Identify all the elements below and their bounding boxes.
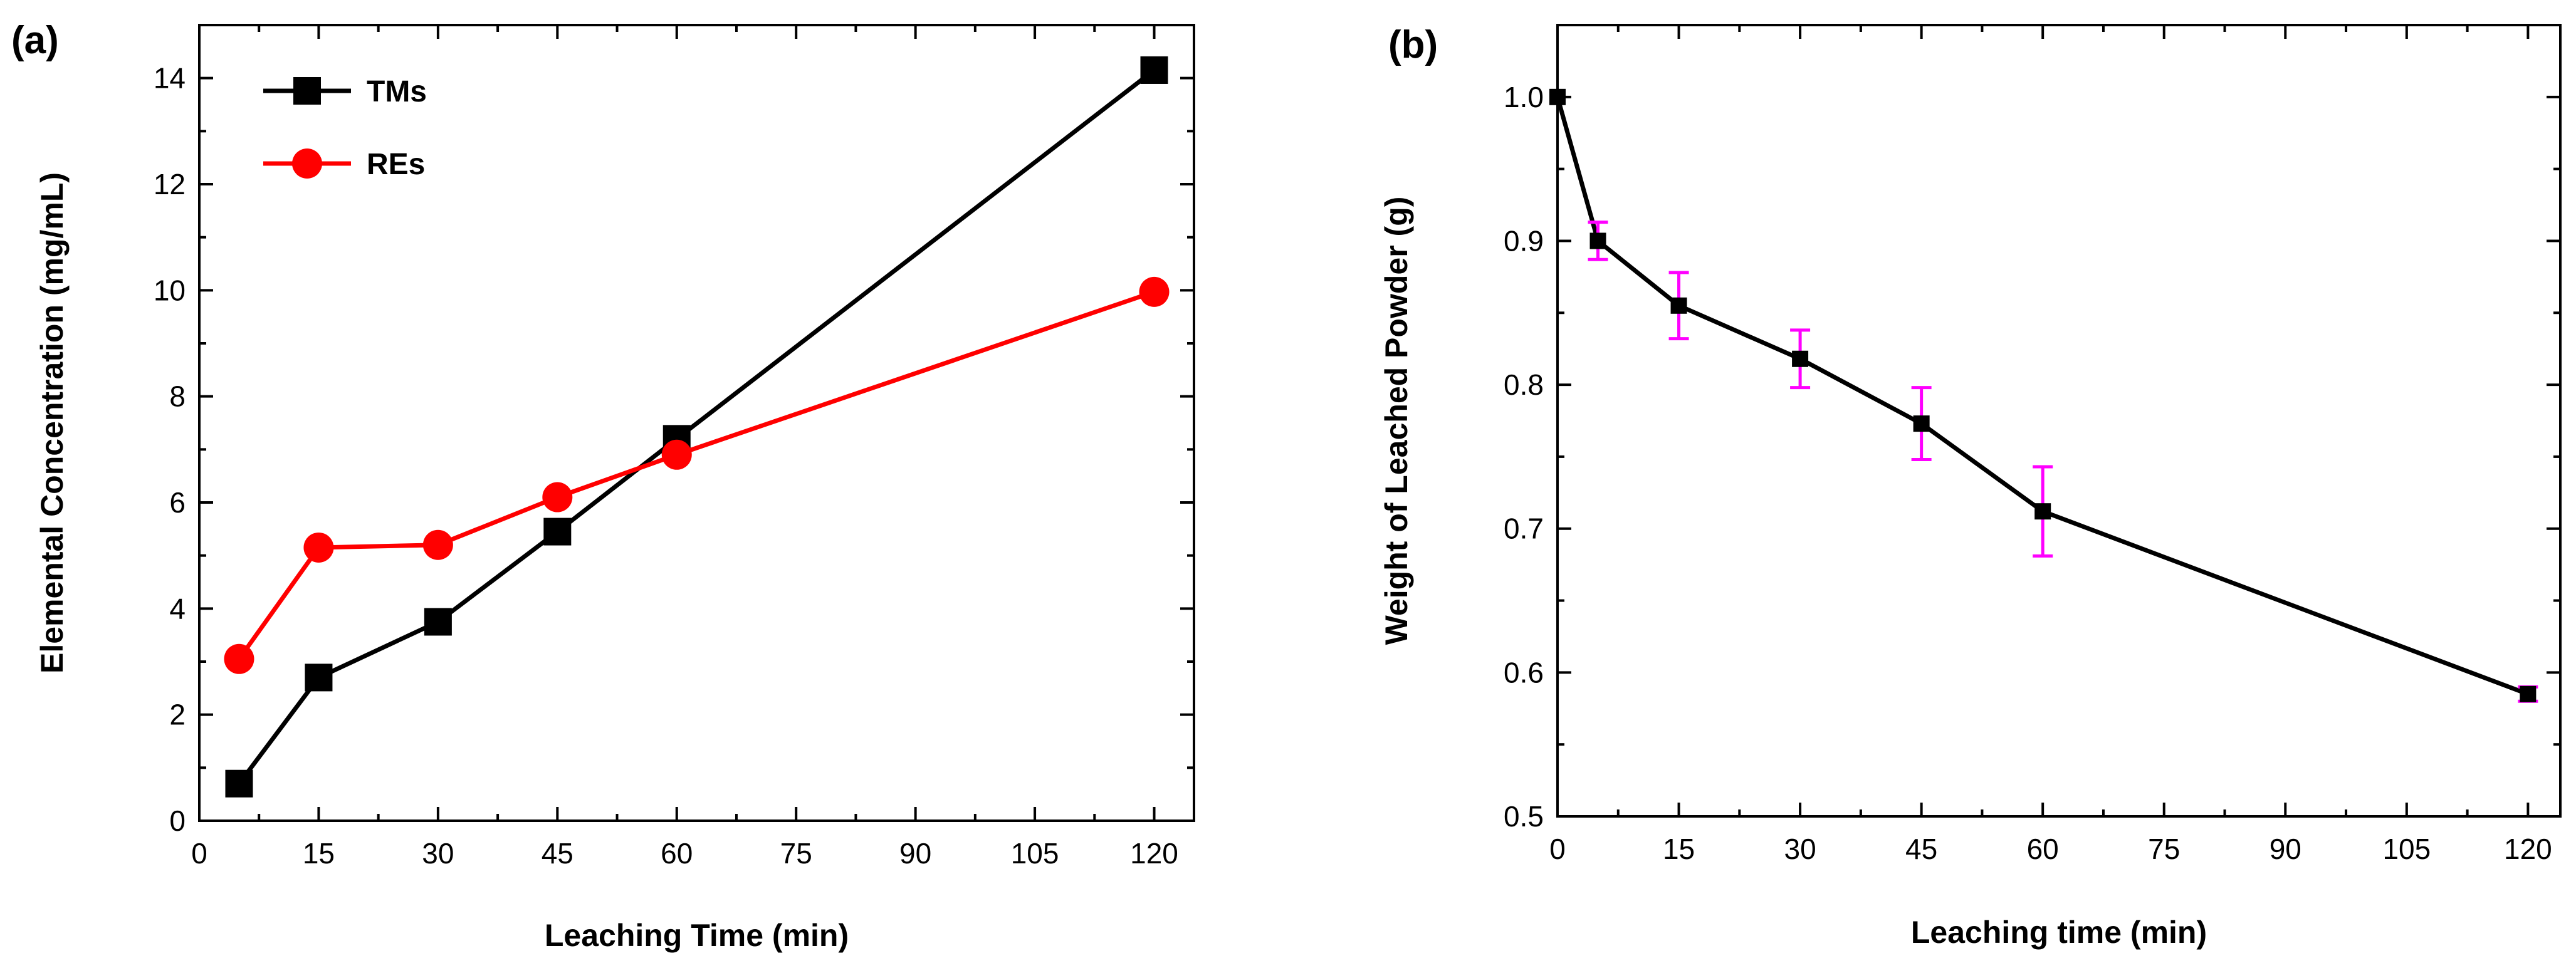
panel-b-chart: (b) 0 15 30 45 60 75 90 105 120 0.5 0.6 0.7 0.8 0.9 1.…	[1379, 23, 2562, 950]
data-point-res	[661, 439, 692, 470]
series-line-tms	[237, 68, 1156, 785]
x-tick-label: 90	[2270, 833, 2301, 865]
data-point-res	[303, 532, 334, 563]
y-tick-label: 0.6	[1504, 656, 1544, 689]
data-point-tms	[225, 769, 253, 798]
x-tick-label: 105	[2382, 833, 2431, 865]
x-tick-label: 45	[542, 837, 573, 870]
x-tick-label: 120	[2504, 833, 2552, 865]
data-point-weight	[1913, 415, 1930, 432]
y-tick-label: 6	[169, 486, 186, 519]
x-tick-label: 45	[1905, 833, 1937, 865]
data-point-weight	[1792, 350, 1809, 367]
data-point-res	[542, 482, 573, 513]
x-tick-label: 0	[191, 837, 207, 870]
y-tick-label: 0	[169, 804, 186, 837]
data-point-res	[224, 643, 254, 674]
legend-marker-res	[292, 148, 322, 179]
x-tick-label: 15	[1663, 833, 1695, 865]
data-point-tms	[305, 663, 333, 692]
plot-frame	[198, 24, 1195, 822]
legend-label-res: REs	[367, 148, 425, 181]
y-tick-label: 0.9	[1504, 224, 1544, 257]
panel-b-label: (b)	[1388, 23, 1438, 66]
y-tick-label: 14	[154, 62, 186, 95]
data-point-weight	[1670, 297, 1687, 314]
y-tick-label: 2	[169, 699, 186, 731]
x-tick-label: 105	[1011, 837, 1059, 870]
y-tick-label: 0.8	[1504, 368, 1544, 401]
data-point-weight	[2034, 503, 2051, 520]
y-tick-label: 10	[154, 274, 186, 306]
y-tick-label: 4	[169, 592, 186, 625]
x-tick-label: 75	[780, 837, 812, 870]
legend-marker-tms	[293, 77, 321, 105]
panel-a-chart: (a) 0 15 30 45 60 75 90 105 120 0 2 4 6 8 10 12 14 Leachi…	[11, 19, 1195, 953]
series-line-weight	[1555, 96, 2529, 697]
x-axis-label: Leaching time (min)	[1911, 915, 2207, 950]
y-tick-label: 0.7	[1504, 513, 1544, 545]
legend-label-tms: TMs	[367, 75, 427, 108]
data-point-weight	[1549, 88, 1566, 105]
panel-a-label: (a)	[11, 19, 59, 62]
data-point-tms	[543, 518, 572, 546]
x-tick-label: 90	[899, 837, 931, 870]
y-tick-label: 0.5	[1504, 800, 1544, 833]
y-tick-label: 12	[154, 168, 186, 200]
x-tick-label: 30	[422, 837, 454, 870]
y-axis-label: Elemental Concentration (mg/mL)	[34, 172, 70, 674]
data-point-tms	[1140, 56, 1168, 84]
x-tick-label: 120	[1130, 837, 1178, 870]
data-point-tms	[424, 608, 452, 636]
x-axis-label: Leaching Time (min)	[545, 918, 849, 953]
x-tick-label: 60	[2027, 833, 2059, 865]
data-point-weight	[1589, 232, 1606, 249]
series-line-res	[237, 289, 1155, 660]
data-point-weight	[2520, 685, 2537, 702]
x-tick-label: 60	[661, 837, 693, 870]
x-tick-label: 75	[2148, 833, 2180, 865]
y-tick-label: 1.0	[1504, 81, 1544, 113]
x-tick-label: 0	[1549, 833, 1566, 865]
y-axis-label: Weight of Leached Powder (g)	[1379, 197, 1414, 645]
plot-frame	[1556, 24, 2562, 818]
x-tick-label: 30	[1784, 833, 1816, 865]
x-tick-label: 15	[303, 837, 335, 870]
data-point-res	[1139, 276, 1170, 307]
data-point-res	[422, 529, 453, 560]
y-tick-label: 8	[169, 380, 186, 413]
